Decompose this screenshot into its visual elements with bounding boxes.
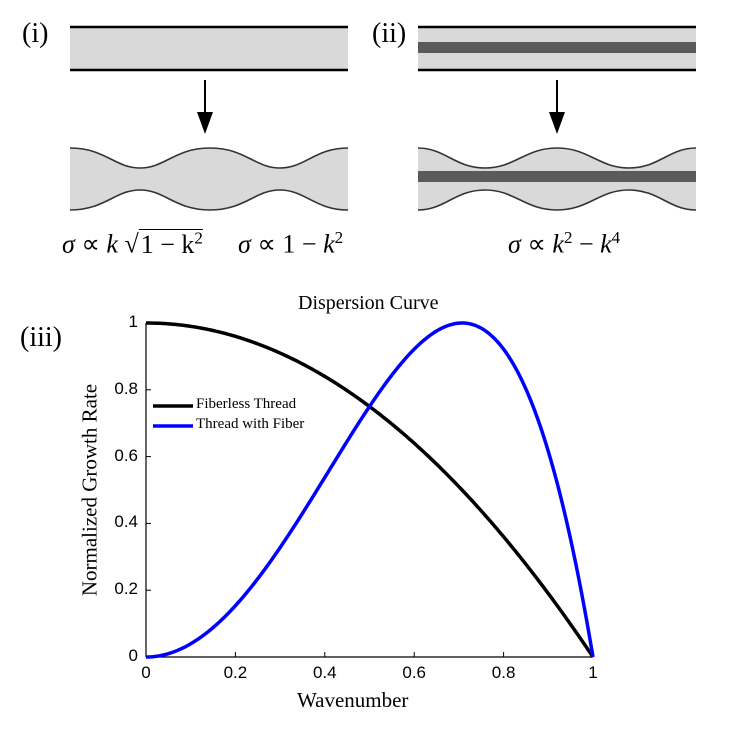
legend-label-fiberless: Fiberless Thread: [196, 396, 297, 412]
x-tick-label: 0.2: [223, 663, 248, 682]
x-tick-label: 0.4: [312, 663, 337, 682]
y-tick-label: 0.6: [114, 445, 138, 465]
y-tick-label: 0.8: [114, 378, 138, 398]
formula-fiberless-poly: σ ∝ 1 − k2: [238, 228, 344, 259]
x-axis-label: Wavenumber: [297, 688, 409, 712]
x-tick-label: 0.8: [491, 663, 516, 682]
panel-ii-after: [417, 147, 697, 211]
panel-label-ii: (ii): [372, 18, 407, 49]
panel-label-i: (i): [22, 18, 49, 49]
y-tick-label: 0.4: [114, 512, 138, 532]
panel-ii-before: [418, 25, 696, 72]
y-tick-label: 0: [128, 646, 138, 665]
arrow-down-icon: [549, 80, 565, 134]
formula-fiberless-sqrt: σ ∝ k √1 − k2: [62, 228, 203, 259]
y-tick-label: 0.2: [114, 579, 138, 599]
series-line-fiber: [145, 321, 595, 659]
legend-label-fiber: Thread with Fiber: [196, 416, 305, 432]
panel-label-iii: (iii): [20, 322, 62, 353]
x-tick-label: 0.6: [402, 663, 427, 682]
arrow-down-icon: [197, 80, 213, 134]
x-tick-label: 1: [588, 663, 598, 682]
panel-i-after: [69, 147, 349, 211]
chart-title: Dispersion Curve: [298, 292, 439, 314]
y-tick-label: 1: [128, 312, 138, 331]
panel-i-before: [70, 25, 348, 72]
series-line-fiberless: [145, 321, 595, 658]
formula-fiber: σ ∝ k2 − k4: [508, 228, 621, 259]
x-tick-label: 0: [141, 663, 151, 682]
